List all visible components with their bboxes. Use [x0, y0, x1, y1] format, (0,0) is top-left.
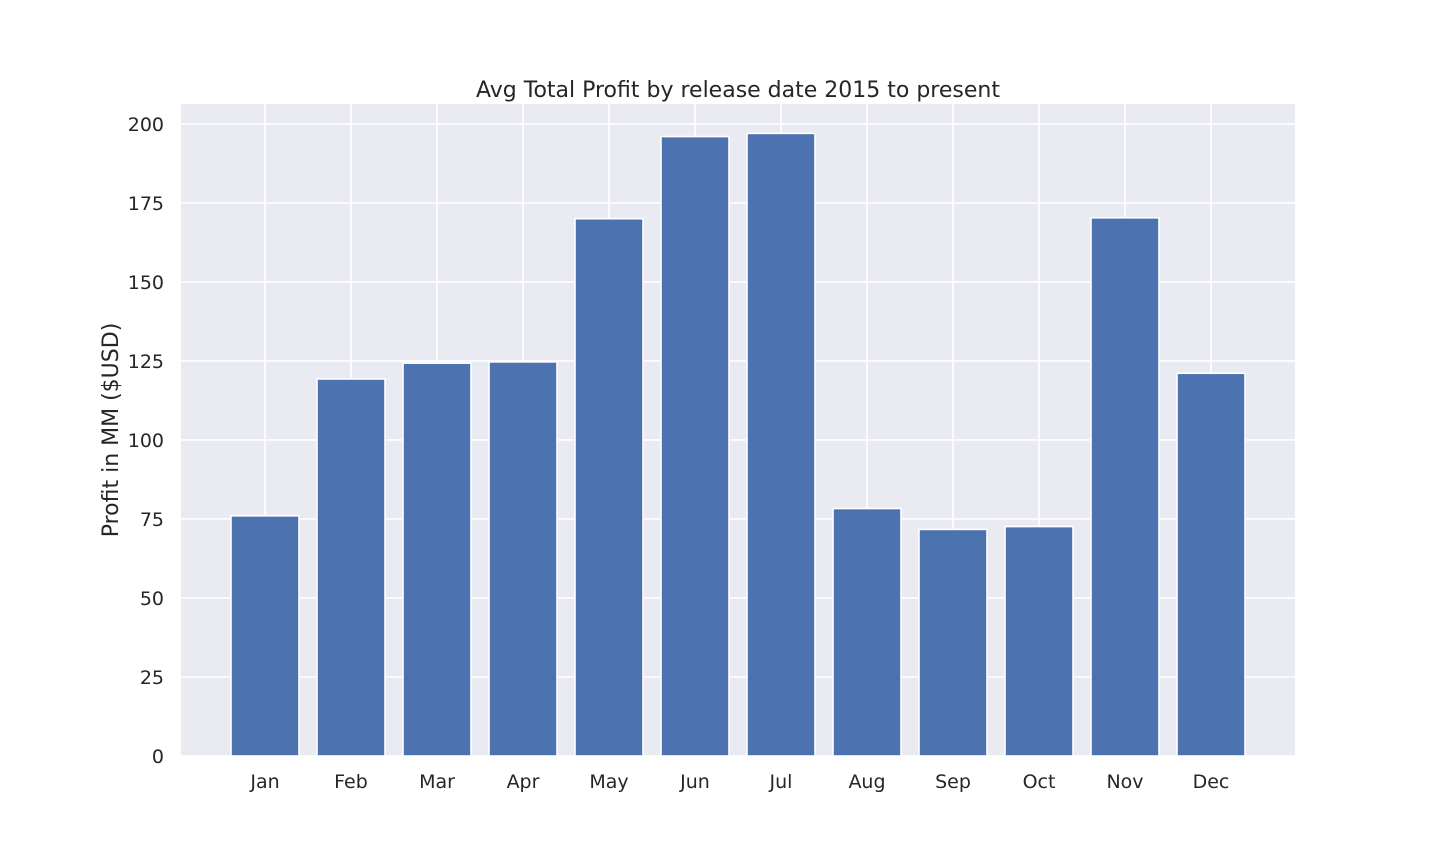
x-tick-label: Sep [935, 771, 971, 793]
bar-jun [660, 135, 730, 757]
bar-apr [488, 361, 558, 757]
bar-mar [402, 362, 472, 757]
x-tick-label: Apr [507, 771, 540, 793]
x-tick-label: Dec [1193, 771, 1230, 793]
y-tick-label: 0 [152, 746, 164, 768]
x-tick-label: Feb [334, 771, 368, 793]
y-tick-label: 125 [128, 351, 164, 373]
y-tick-label: 25 [140, 667, 164, 689]
x-tick-label: Jul [769, 771, 793, 793]
bar-jul [746, 132, 816, 757]
x-tick-labels: Jan Feb Mar Apr May Jun Jul Aug Sep Oct Nov Dec [249, 771, 1229, 793]
x-tick-label: Nov [1106, 771, 1143, 793]
y-tick-label: 175 [128, 193, 164, 215]
bar-dec [1176, 372, 1246, 757]
y-tick-label: 50 [140, 588, 164, 610]
chart-title: Avg Total Profit by release date 2015 to… [476, 78, 1000, 103]
bar-sep [918, 528, 988, 757]
x-tick-label: Mar [419, 771, 455, 793]
bar-nov [1090, 216, 1160, 757]
y-tick-label: 100 [128, 430, 164, 452]
bar-oct [1004, 525, 1074, 757]
x-tick-label: Aug [848, 771, 885, 793]
bar-jan [230, 515, 300, 757]
x-tick-label: Oct [1023, 771, 1056, 793]
y-tick-labels: 0 25 50 75 100 125 150 175 200 [128, 114, 164, 768]
x-tick-label: Jan [249, 771, 279, 793]
x-tick-label: May [589, 771, 628, 793]
bar-feb [316, 378, 386, 757]
bars [230, 132, 1246, 757]
y-tick-label: 150 [128, 272, 164, 294]
bar-aug [832, 507, 902, 757]
x-tick-label: Jun [679, 771, 710, 793]
y-axis-label: Profit in MM ($USD) [99, 323, 124, 538]
bar-may [574, 217, 644, 757]
y-tick-label: 75 [140, 509, 164, 531]
y-tick-label: 200 [128, 114, 164, 136]
